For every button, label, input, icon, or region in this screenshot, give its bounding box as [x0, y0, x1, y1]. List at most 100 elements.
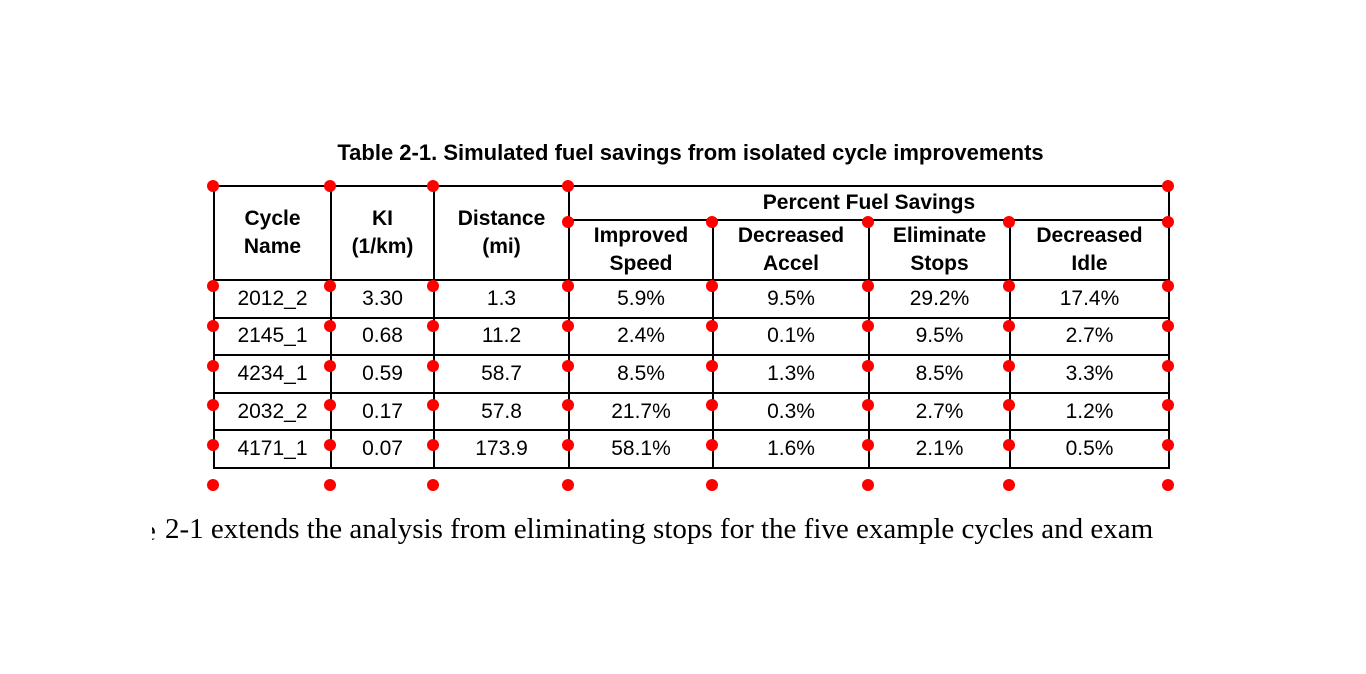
table-corner-dot[interactable]	[427, 439, 439, 451]
table-corner-dot[interactable]	[207, 399, 219, 411]
table-cell: 11.2	[433, 316, 570, 357]
table-cell: 58.1%	[568, 429, 714, 469]
table-corner-dot[interactable]	[207, 180, 219, 192]
table-corner-dot[interactable]	[324, 399, 336, 411]
table-cell: 4171_1	[213, 429, 332, 469]
table-cell: 2.7%	[868, 391, 1011, 432]
table-corner-dot[interactable]	[562, 180, 574, 192]
table-corner-dot[interactable]	[706, 479, 718, 491]
table-corner-dot[interactable]	[862, 360, 874, 372]
table-row: 4234_1 0.59 58.7 8.5% 1.3% 8.5% 3.3%	[213, 354, 1170, 394]
table-cell: 29.2%	[868, 279, 1011, 319]
table-corner-dot[interactable]	[706, 216, 718, 228]
col-header-cycle-name: Cycle Name	[213, 185, 332, 281]
table-row: 4171_1 0.07 173.9 58.1% 1.6% 2.1% 0.5%	[213, 429, 1170, 469]
table-cell: 0.59	[330, 354, 435, 394]
table-corner-dot[interactable]	[1003, 280, 1015, 292]
table-corner-dot[interactable]	[862, 479, 874, 491]
table-corner-dot[interactable]	[862, 439, 874, 451]
table-cell: 4234_1	[213, 354, 332, 394]
table-cell: 9.5%	[868, 316, 1011, 357]
table-corner-dot[interactable]	[862, 216, 874, 228]
col-header-decreased-idle: Decreased Idle	[1009, 219, 1170, 281]
col-header-decreased-accel: Decreased Accel	[712, 219, 870, 281]
table-corner-dot[interactable]	[1162, 320, 1174, 332]
table-row: 2032_2 0.17 57.8 21.7% 0.3% 2.7% 1.2%	[213, 391, 1170, 432]
table-cell: 17.4%	[1009, 279, 1170, 319]
table-corner-dot[interactable]	[1162, 479, 1174, 491]
table-corner-dot[interactable]	[1162, 399, 1174, 411]
table-corner-dot[interactable]	[324, 180, 336, 192]
table-row: 2145_1 0.68 11.2 2.4% 0.1% 9.5% 2.7%	[213, 316, 1170, 357]
table-corner-dot[interactable]	[324, 360, 336, 372]
table-row: 2012_2 3.30 1.3 5.9% 9.5% 29.2% 17.4%	[213, 279, 1170, 319]
table-corner-dot[interactable]	[1162, 180, 1174, 192]
table-cell: 2012_2	[213, 279, 332, 319]
table-corner-dot[interactable]	[324, 479, 336, 491]
table-cell: 5.9%	[568, 279, 714, 319]
table-corner-dot[interactable]	[862, 399, 874, 411]
table-cell: 8.5%	[568, 354, 714, 394]
table-corner-dot[interactable]	[862, 320, 874, 332]
table-corner-dot[interactable]	[427, 360, 439, 372]
table-cell: 2145_1	[213, 316, 332, 357]
table-cell: 1.3%	[712, 354, 870, 394]
table-corner-dot[interactable]	[324, 280, 336, 292]
table-corner-dot[interactable]	[562, 280, 574, 292]
table-cell: 0.3%	[712, 391, 870, 432]
table-corner-dot[interactable]	[1162, 360, 1174, 372]
table-corner-dot[interactable]	[706, 399, 718, 411]
table-cell: 57.8	[433, 391, 570, 432]
table-corner-dot[interactable]	[1003, 320, 1015, 332]
table-corner-dot[interactable]	[207, 439, 219, 451]
body-text: 2-1 extends the analysis from eliminatin…	[165, 513, 1154, 545]
table-corner-dot[interactable]	[1003, 216, 1015, 228]
table-corner-dot[interactable]	[1003, 439, 1015, 451]
table-corner-dot[interactable]	[1162, 216, 1174, 228]
table-cell: 2.7%	[1009, 316, 1170, 357]
table-corner-dot[interactable]	[1003, 399, 1015, 411]
table-corner-dot[interactable]	[207, 280, 219, 292]
clipped-text-fragment: e	[152, 514, 158, 546]
table-corner-dot[interactable]	[1003, 360, 1015, 372]
table-corner-dot[interactable]	[1003, 479, 1015, 491]
table-corner-dot[interactable]	[207, 360, 219, 372]
table-corner-dot[interactable]	[562, 320, 574, 332]
table-cell: 3.3%	[1009, 354, 1170, 394]
table-corner-dot[interactable]	[427, 280, 439, 292]
table-corner-dot[interactable]	[324, 320, 336, 332]
table-cell: 0.5%	[1009, 429, 1170, 469]
table-corner-dot[interactable]	[706, 360, 718, 372]
table-corner-dot[interactable]	[706, 280, 718, 292]
table-corner-dot[interactable]	[706, 439, 718, 451]
table-cell: 173.9	[433, 429, 570, 469]
table-corner-dot[interactable]	[562, 216, 574, 228]
table-corner-dot[interactable]	[706, 320, 718, 332]
table-cell: 3.30	[330, 279, 435, 319]
table-corner-dot[interactable]	[207, 320, 219, 332]
table-corner-dot[interactable]	[862, 280, 874, 292]
table-cell: 21.7%	[568, 391, 714, 432]
table-cell: 2.4%	[568, 316, 714, 357]
table-corner-dot[interactable]	[1162, 280, 1174, 292]
table-corner-dot[interactable]	[562, 439, 574, 451]
table-cell: 0.1%	[712, 316, 870, 357]
table-corner-dot[interactable]	[207, 479, 219, 491]
table-corner-dot[interactable]	[427, 399, 439, 411]
table-corner-dot[interactable]	[562, 360, 574, 372]
col-header-percent-fuel-savings: Percent Fuel Savings	[568, 185, 1170, 221]
table-corner-dot[interactable]	[427, 479, 439, 491]
table-corner-dot[interactable]	[1162, 439, 1174, 451]
table-cell: 1.2%	[1009, 391, 1170, 432]
table-corner-dot[interactable]	[562, 479, 574, 491]
table-cell: 0.68	[330, 316, 435, 357]
table-cell: 2.1%	[868, 429, 1011, 469]
table-corner-dot[interactable]	[427, 180, 439, 192]
col-header-improved-speed: Improved Speed	[568, 219, 714, 281]
table-corner-dot[interactable]	[427, 320, 439, 332]
table-corner-dot[interactable]	[562, 399, 574, 411]
table-corner-dot[interactable]	[324, 439, 336, 451]
col-header-eliminate-stops: Eliminate Stops	[868, 219, 1011, 281]
table-cell: 58.7	[433, 354, 570, 394]
col-header-distance: Distance (mi)	[433, 185, 570, 281]
